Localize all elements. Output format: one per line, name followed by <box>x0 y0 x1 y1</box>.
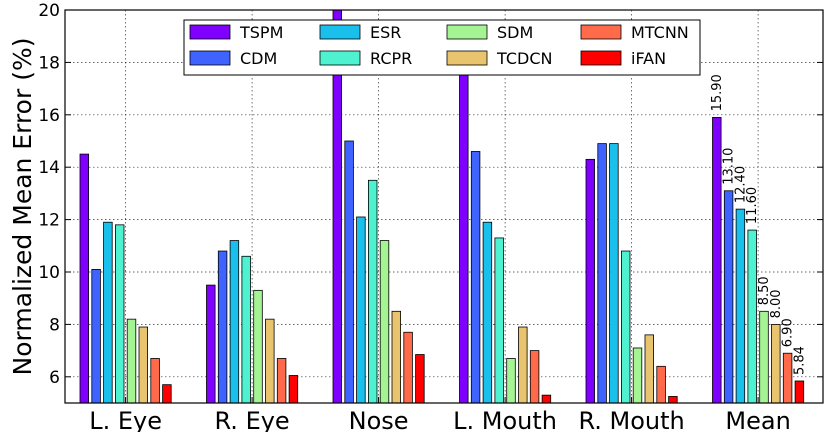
data-label: 13.10 <box>722 148 737 185</box>
bar-esr-3 <box>482 221 493 403</box>
data-label: 6.90 <box>781 318 796 347</box>
bar-tspm-3 <box>459 48 469 403</box>
bar-esr-4 <box>609 143 619 403</box>
bar-tspm-2 <box>332 10 343 403</box>
bar-rcpr-2 <box>367 179 378 403</box>
bar-ifan-3 <box>541 394 552 403</box>
legend-swatch-tspm <box>189 24 231 40</box>
bar-cdm-3 <box>470 151 481 403</box>
legend-swatch-rcpr <box>319 50 361 66</box>
legend-label-sdm: SDM <box>497 23 533 42</box>
bar-esr-0 <box>103 221 113 403</box>
bar-esr-2 <box>356 216 366 403</box>
legend-swatch-esr <box>319 24 361 40</box>
x-tick-label: Mean <box>725 407 790 432</box>
bar-ifan-2 <box>415 354 425 403</box>
legend-label-mtcnn: MTCNN <box>631 23 689 42</box>
legend-swatch-ifan <box>580 50 622 66</box>
bar-mtcnn-5 <box>782 352 793 403</box>
bar-esr-1 <box>229 240 240 403</box>
bar-tspm-0 <box>79 153 90 403</box>
x-axis: L. Eye R. Eye Nose L. Mouth R. Mouth Mean <box>89 397 791 432</box>
bar-ifan-0 <box>162 384 172 403</box>
bar-cdm-2 <box>344 140 354 403</box>
bar-ifan-4 <box>668 396 678 403</box>
bar-sdm-2 <box>379 240 390 403</box>
bar-cdm-0 <box>91 268 101 403</box>
bar-sdm-0 <box>126 318 137 403</box>
bar-ifan-1 <box>288 375 299 403</box>
y-tick-label: 14 <box>38 158 60 178</box>
legend: TSPM CDM ESR RCPR SDM TCDCN MTCNN iFAN <box>183 19 701 76</box>
legend-swatch-cdm <box>189 50 231 66</box>
bar-tspm-4 <box>585 158 596 403</box>
legend-label-rcpr: RCPR <box>370 49 412 68</box>
y-tick-label: 16 <box>38 106 60 126</box>
legend-swatch-sdm <box>446 24 488 40</box>
bar-mtcnn-0 <box>150 358 160 403</box>
bar-tcdcn-5 <box>771 323 781 403</box>
x-tick-label: R. Mouth <box>578 407 684 432</box>
data-label: 5.84 <box>792 346 807 375</box>
bar-cdm-4 <box>597 143 607 403</box>
bar-sdm-5 <box>759 310 769 403</box>
bar-rcpr-5 <box>747 229 757 403</box>
bar-rcpr-4 <box>621 250 631 403</box>
legend-label-tcdcn: TCDCN <box>496 49 552 68</box>
bar-tcdcn-4 <box>644 334 655 403</box>
data-label: 15.90 <box>710 74 725 111</box>
bar-sdm-1 <box>253 289 263 403</box>
bars <box>79 10 805 403</box>
bar-rcpr-0 <box>115 224 125 403</box>
bar-tcdcn-2 <box>391 310 402 403</box>
bar-tcdcn-1 <box>265 318 275 403</box>
bar-ifan-5 <box>794 380 805 403</box>
legend-label-tspm: TSPM <box>239 23 283 42</box>
bar-tcdcn-3 <box>518 326 528 403</box>
y-tick-label: 12 <box>38 211 60 231</box>
bar-tspm-5 <box>712 117 722 403</box>
legend-swatch-mtcnn <box>580 24 622 40</box>
data-label: 11.60 <box>745 187 760 224</box>
legend-label-cdm: CDM <box>240 49 277 68</box>
data-label: 8.50 <box>757 276 772 305</box>
bar-esr-5 <box>735 208 746 403</box>
x-tick-label: R. Eye <box>214 407 289 432</box>
y-axis: 6 8 10 12 14 16 18 20 <box>38 1 823 388</box>
plot-frame <box>64 9 824 404</box>
x-tick-label: L. Mouth <box>453 407 557 432</box>
y-tick-label: 6 <box>49 368 60 388</box>
bar-tcdcn-0 <box>138 326 149 403</box>
data-label: 8.00 <box>769 289 784 318</box>
x-tick-label: L. Eye <box>89 407 162 432</box>
bar-mtcnn-2 <box>403 331 413 403</box>
bar-cdm-1 <box>217 250 228 403</box>
bar-mtcnn-1 <box>276 358 287 403</box>
bar-mtcnn-3 <box>529 350 540 403</box>
bar-sdm-3 <box>506 358 516 403</box>
bar-sdm-4 <box>632 347 643 403</box>
bar-rcpr-3 <box>494 237 504 403</box>
y-tick-label: 10 <box>38 263 60 283</box>
x-tick-label: Nose <box>349 407 409 432</box>
legend-label-esr: ESR <box>370 23 401 42</box>
y-axis-label: Normalized Mean Error (%) <box>8 38 37 376</box>
legend-label-ifan: iFAN <box>631 49 666 68</box>
legend-swatch-tcdcn <box>446 50 488 66</box>
y-tick-label: 18 <box>38 53 60 73</box>
bar-rcpr-1 <box>241 255 251 403</box>
y-tick-label: 20 <box>38 1 60 21</box>
bar-mtcnn-4 <box>656 365 666 403</box>
bar-tspm-1 <box>206 284 216 403</box>
bar-cdm-5 <box>723 190 734 403</box>
data-label: 12.40 <box>733 166 748 203</box>
y-tick-label: 8 <box>49 315 60 335</box>
